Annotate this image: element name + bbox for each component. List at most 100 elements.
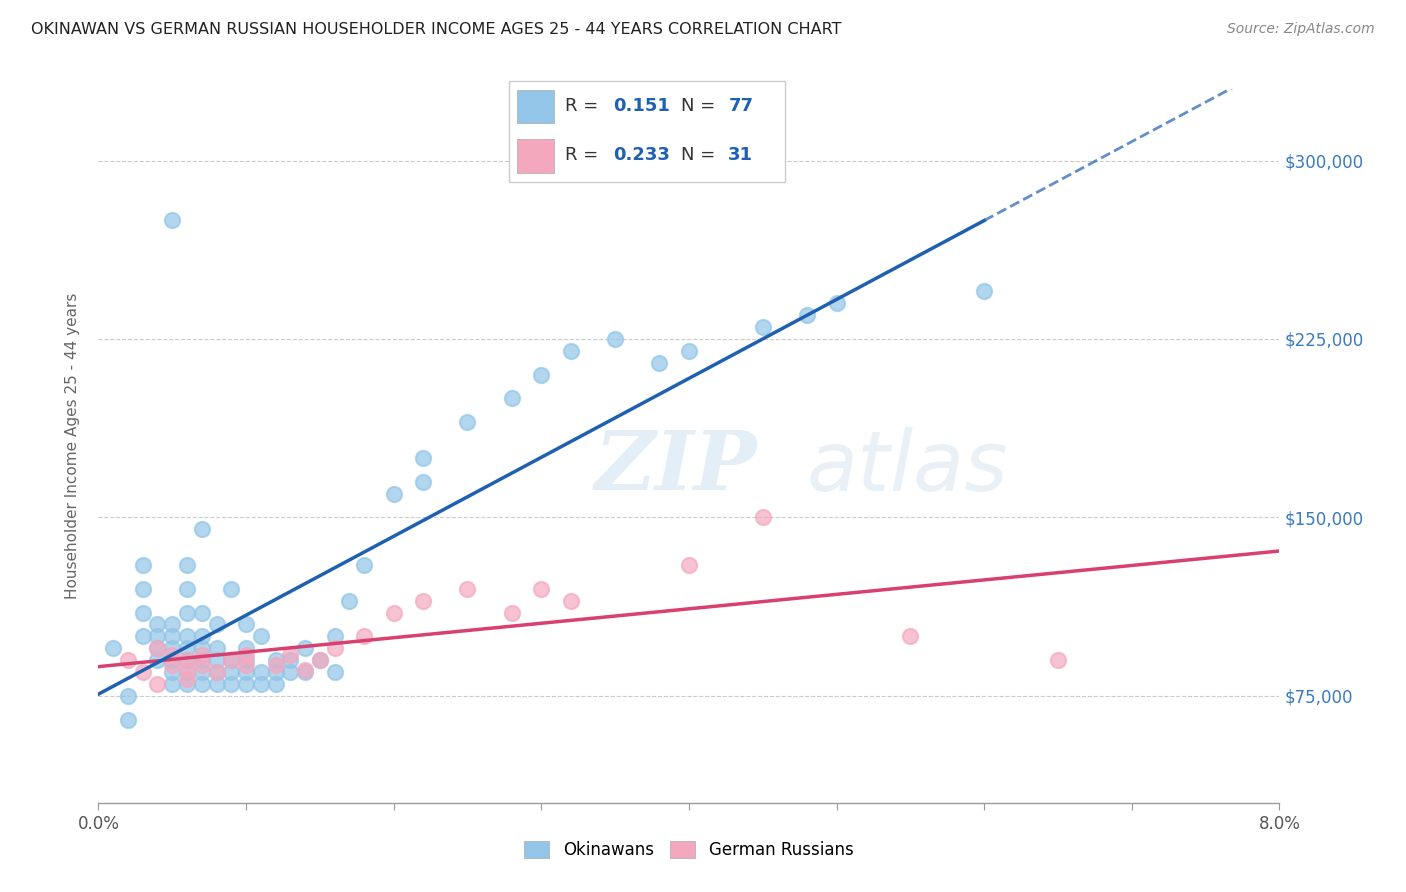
Text: 0.151: 0.151: [613, 97, 669, 115]
Point: [146, 677, 169, 691]
Point: [264, 657, 287, 672]
Point: [162, 653, 183, 667]
Text: atlas: atlas: [807, 427, 1008, 508]
Point: [205, 653, 228, 667]
Point: [176, 641, 198, 656]
Point: [221, 653, 243, 667]
Point: [176, 558, 198, 572]
Point: [294, 663, 316, 677]
Text: 0.233: 0.233: [613, 146, 669, 164]
Text: Source: ZipAtlas.com: Source: ZipAtlas.com: [1227, 22, 1375, 37]
Point: [235, 648, 257, 663]
Point: [530, 368, 553, 382]
Point: [191, 665, 214, 679]
Text: OKINAWAN VS GERMAN RUSSIAN HOUSEHOLDER INCOME AGES 25 - 44 YEARS CORRELATION CHA: OKINAWAN VS GERMAN RUSSIAN HOUSEHOLDER I…: [31, 22, 841, 37]
Point: [191, 629, 214, 643]
Point: [382, 486, 405, 500]
Point: [146, 629, 169, 643]
Point: [353, 558, 375, 572]
Point: [294, 641, 316, 656]
Text: R =: R =: [565, 146, 605, 164]
Point: [176, 653, 198, 667]
Point: [678, 343, 700, 358]
Point: [250, 665, 273, 679]
Point: [560, 593, 582, 607]
Point: [264, 677, 287, 691]
Point: [191, 522, 214, 536]
Point: [235, 617, 257, 632]
Point: [103, 641, 125, 656]
Point: [191, 641, 214, 656]
Text: N =: N =: [681, 146, 720, 164]
Point: [205, 641, 228, 656]
Point: [176, 606, 198, 620]
Point: [132, 606, 155, 620]
Point: [235, 653, 257, 667]
Point: [146, 641, 169, 656]
Point: [250, 629, 273, 643]
FancyBboxPatch shape: [517, 89, 554, 123]
Text: 77: 77: [728, 97, 754, 115]
Point: [250, 677, 273, 691]
Point: [176, 653, 198, 667]
Point: [117, 653, 139, 667]
Point: [132, 582, 155, 596]
Point: [191, 648, 214, 663]
Point: [309, 653, 332, 667]
Point: [235, 657, 257, 672]
Point: [235, 677, 257, 691]
Point: [900, 629, 922, 643]
Point: [191, 657, 214, 672]
Point: [752, 320, 775, 334]
Point: [412, 475, 434, 489]
Point: [501, 606, 523, 620]
Point: [221, 653, 243, 667]
Point: [825, 296, 848, 310]
Point: [560, 343, 582, 358]
Y-axis label: Householder Income Ages 25 - 44 years: Householder Income Ages 25 - 44 years: [65, 293, 80, 599]
Point: [1046, 653, 1070, 667]
FancyBboxPatch shape: [509, 81, 785, 182]
Point: [117, 689, 139, 703]
Point: [176, 663, 198, 677]
Point: [205, 665, 228, 679]
Point: [412, 450, 434, 465]
Point: [280, 648, 302, 663]
Point: [457, 582, 479, 596]
Point: [162, 657, 183, 672]
Point: [382, 606, 405, 620]
Legend: Okinawans, German Russians: Okinawans, German Russians: [517, 834, 860, 866]
Text: 31: 31: [728, 146, 754, 164]
Point: [353, 629, 375, 643]
Point: [132, 665, 155, 679]
Point: [796, 308, 818, 322]
Point: [162, 648, 183, 663]
Point: [280, 653, 302, 667]
Point: [221, 677, 243, 691]
Point: [457, 415, 479, 429]
Point: [221, 665, 243, 679]
Point: [146, 617, 169, 632]
Point: [191, 653, 214, 667]
Point: [205, 617, 228, 632]
Point: [176, 672, 198, 686]
Point: [191, 677, 214, 691]
Point: [323, 641, 346, 656]
Point: [605, 332, 627, 346]
Point: [235, 641, 257, 656]
Point: [162, 665, 183, 679]
Point: [678, 558, 700, 572]
Point: [205, 665, 228, 679]
Point: [176, 629, 198, 643]
Point: [176, 582, 198, 596]
Point: [323, 629, 346, 643]
Text: N =: N =: [681, 97, 720, 115]
Point: [162, 629, 183, 643]
Point: [339, 593, 361, 607]
Point: [264, 665, 287, 679]
Point: [294, 665, 316, 679]
Point: [412, 593, 434, 607]
Text: R =: R =: [565, 97, 605, 115]
Point: [973, 285, 995, 299]
Point: [132, 629, 155, 643]
